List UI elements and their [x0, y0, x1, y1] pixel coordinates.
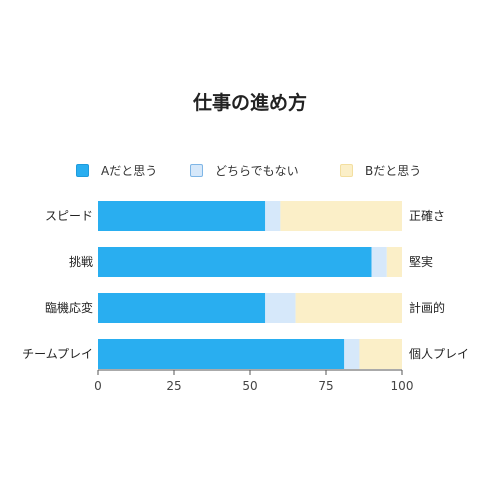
bar-segment-1-1	[371, 247, 387, 277]
right-label-2: 計画的	[409, 300, 445, 315]
bar-segment-1-0	[98, 247, 372, 277]
bar-segment-2-1	[265, 293, 296, 323]
category-label-0: スピード	[45, 209, 93, 223]
x-tick-label-1: 25	[166, 379, 181, 393]
bar-segment-0-2	[280, 201, 402, 231]
right-label-1: 堅実	[409, 254, 433, 269]
bar-segment-2-2	[295, 293, 402, 323]
chart-legend: Aだと思う どちらでもない Bだと思う	[0, 163, 500, 179]
category-label-1: 挑戦	[69, 255, 93, 269]
x-tick-label-3: 75	[318, 379, 333, 393]
bar-segment-3-2	[359, 339, 402, 369]
legend-swatch-b	[340, 164, 353, 177]
x-tick-label-4: 100	[391, 379, 414, 393]
bar-segment-0-1	[265, 201, 281, 231]
bar-segment-3-1	[344, 339, 360, 369]
category-label-2: 臨機応変	[45, 300, 93, 315]
right-label-3: 個人プレイ	[409, 347, 469, 361]
bar-segment-2-0	[98, 293, 266, 323]
bar-segment-3-0	[98, 339, 345, 369]
bar-segment-0-0	[98, 201, 266, 231]
bar-segment-1-2	[386, 247, 402, 277]
legend-label-neutral: どちらでもない	[215, 164, 299, 178]
legend-swatch-a	[76, 164, 89, 177]
x-tick-label-2: 50	[242, 379, 257, 393]
legend-label-a: Aだと思う	[101, 164, 158, 178]
legend-swatch-neutral	[190, 164, 203, 177]
category-label-3: チームプレイ	[22, 347, 93, 361]
legend-label-b: Bだと思う	[365, 164, 422, 178]
x-tick-label-0: 0	[94, 379, 102, 393]
chart-title: 仕事の進め方	[192, 92, 307, 114]
right-label-0: 正確さ	[409, 208, 445, 223]
